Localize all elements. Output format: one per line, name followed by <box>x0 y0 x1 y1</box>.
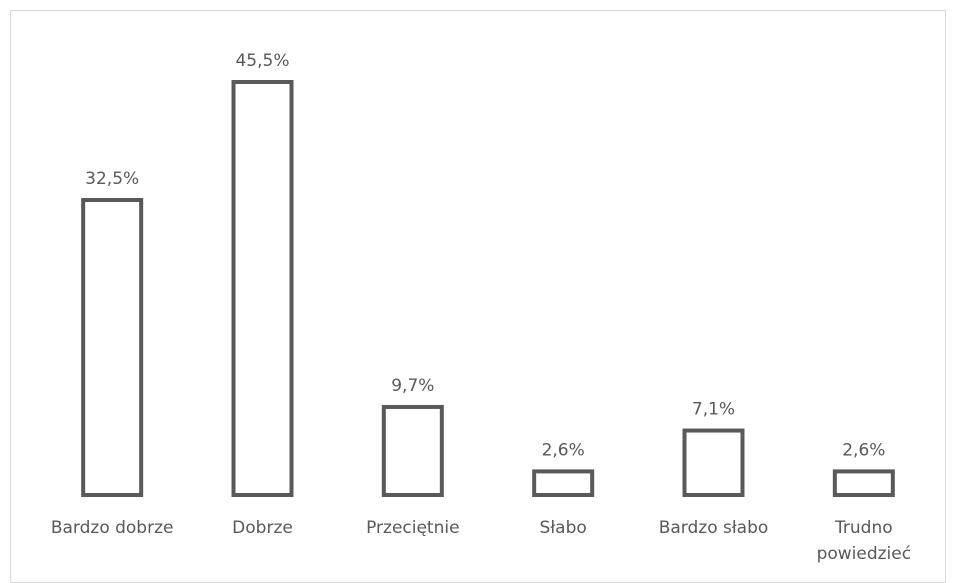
x-tick-label: Bardzo dobrze <box>51 518 174 538</box>
x-tick-label: Trudno powiedzieć <box>817 518 912 564</box>
x-tick-label: Bardzo słabo <box>659 518 769 538</box>
bar <box>381 404 444 498</box>
bar <box>682 428 745 497</box>
x-tick-label: Słabo <box>540 518 587 538</box>
data-label: 2,6% <box>542 440 585 460</box>
x-tick-label: Dobrze <box>232 518 293 538</box>
data-label: 2,6% <box>842 440 885 460</box>
bar <box>532 469 595 497</box>
data-label: 7,1% <box>692 400 735 420</box>
chart-frame <box>10 10 946 583</box>
bar <box>832 469 895 497</box>
data-label: 32,5% <box>85 169 139 189</box>
x-tick-label: Przeciętnie <box>366 518 459 538</box>
data-label: 9,7% <box>391 376 434 396</box>
bar <box>231 80 294 497</box>
data-label: 45,5% <box>235 51 289 71</box>
bar <box>81 198 144 497</box>
